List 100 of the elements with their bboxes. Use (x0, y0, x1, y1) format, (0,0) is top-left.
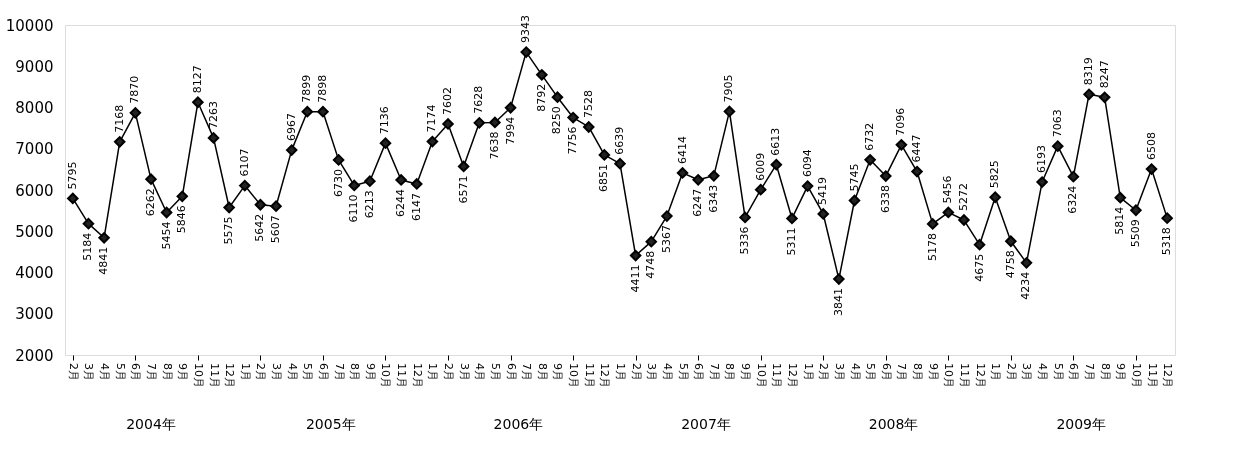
x-tick-label: 12月 (598, 363, 612, 388)
x-tick-label: 5月 (864, 363, 878, 381)
text: 2009年 (1056, 416, 1107, 432)
x-tick-label: 11月 (1145, 363, 1159, 388)
x-tick-label: 7月 (895, 363, 909, 381)
data-label: 7063 (1050, 109, 1064, 138)
data-label: 5178 (925, 232, 939, 261)
y-tick-label: 9000 (15, 57, 54, 76)
data-label: 5795 (65, 161, 79, 190)
data-label: 6338 (878, 185, 892, 214)
data-label: 6343 (706, 184, 720, 213)
x-tick-label: 6月 (316, 363, 330, 381)
data-label: 6110 (347, 194, 361, 223)
data-label: 4675 (972, 253, 986, 282)
x-tick-label: 6月 (129, 363, 143, 381)
data-label: 9343 (519, 15, 533, 44)
data-label: 5419 (816, 176, 830, 205)
x-tick-label: 9月 (926, 363, 940, 381)
data-label: 4841 (97, 246, 111, 275)
y-tick-label: 5000 (15, 222, 54, 241)
x-tick-label: 3月 (1020, 363, 1034, 381)
data-label: 5509 (1128, 219, 1142, 248)
x-tick-label: 2月 (1004, 363, 1018, 381)
data-label: 5272 (956, 183, 970, 212)
y-tick-label: 6000 (15, 181, 54, 200)
data-label: 6967 (284, 113, 298, 142)
x-tick-label: 8月 (911, 363, 925, 381)
y-tick-label: 7000 (15, 140, 54, 159)
x-tick-label: 4月 (473, 363, 487, 381)
x-tick-label: 9月 (739, 363, 753, 381)
data-label: 8792 (534, 83, 548, 112)
x-tick-label: 7月 (332, 363, 346, 381)
data-label: 6244 (394, 188, 408, 217)
text: 2008年 (868, 416, 919, 432)
x-tick-label: 1月 (801, 363, 815, 381)
x-tick-label: 4月 (98, 363, 112, 381)
x-tick-label: 7月 (520, 363, 534, 381)
x-tick-label: 8月 (348, 363, 362, 381)
data-label: 5184 (81, 232, 95, 261)
x-tick-label: 6月 (504, 363, 518, 381)
x-tick-label: 3月 (270, 363, 284, 381)
x-tick-label: 1月 (989, 363, 1003, 381)
x-tick-label: 11月 (395, 363, 409, 388)
data-label: 7756 (566, 126, 580, 155)
data-label: 8250 (550, 106, 564, 135)
y-tick-label: 4000 (15, 264, 54, 282)
data-label: 5336 (738, 226, 752, 255)
data-label: 6730 (331, 168, 345, 197)
data-label: 7628 (472, 85, 486, 114)
x-tick-label: 3月 (645, 363, 659, 381)
x-tick-label: 5月 (1051, 363, 1065, 381)
x-tick-label: 4月 (660, 363, 674, 381)
x-tick-label: 9月 (551, 363, 565, 381)
x-tick-label: 12月 (410, 363, 424, 388)
data-label: 6447 (910, 134, 924, 163)
y-tick-label: 8000 (15, 99, 54, 117)
data-label: 6107 (237, 148, 251, 177)
x-tick-label: 5月 (676, 363, 690, 381)
x-tick-label: 9月 (1114, 363, 1128, 381)
data-label: 7638 (487, 131, 501, 160)
data-label: 7528 (581, 89, 595, 118)
data-label: 5825 (988, 160, 1002, 189)
data-label: 5607 (269, 215, 283, 244)
data-label: 8127 (190, 65, 204, 94)
y-tick-label: 3000 (15, 305, 54, 324)
data-label: 6262 (143, 188, 157, 217)
x-tick-label: 2月 (629, 363, 643, 381)
x-tick-label: 8月 (723, 363, 737, 381)
data-label: 6732 (863, 122, 877, 151)
data-label: 8319 (1082, 57, 1096, 86)
x-tick-label: 2月 (817, 363, 831, 381)
text: 2006年 (493, 416, 544, 432)
data-label: 7136 (378, 106, 392, 135)
data-label: 4758 (1003, 250, 1017, 279)
x-tick-label: 2月 (254, 363, 268, 381)
data-label: 5814 (1113, 206, 1127, 235)
x-tick-label: 10月 (191, 363, 205, 388)
data-label: 5642 (253, 213, 267, 242)
x-tick-label: 10月 (754, 363, 768, 388)
x-tick-label: 11月 (207, 363, 221, 388)
data-label: 6639 (613, 126, 626, 155)
data-label: 5311 (784, 227, 798, 256)
x-tick-label: 7月 (707, 363, 721, 381)
data-label: 7096 (894, 107, 908, 136)
data-label: 5367 (659, 225, 673, 254)
data-label: 4234 (1019, 271, 1033, 300)
text: 2005年 (305, 416, 356, 432)
data-label: 6414 (675, 135, 689, 164)
data-label: 5745 (847, 163, 861, 192)
x-tick-label: 8月 (535, 363, 549, 381)
x-tick-label: 3月 (82, 363, 96, 381)
data-label: 4748 (644, 250, 658, 279)
data-label: 5575 (222, 216, 236, 245)
x-tick-label: 12月 (973, 363, 987, 388)
x-tick-label: 1月 (614, 363, 627, 381)
x-tick-label: 1月 (426, 363, 440, 381)
x-tick-label: 6月 (692, 363, 706, 381)
data-label: 5846 (175, 205, 189, 234)
x-tick-label: 1月 (238, 363, 252, 381)
x-tick-label: 10月 (1129, 363, 1143, 388)
